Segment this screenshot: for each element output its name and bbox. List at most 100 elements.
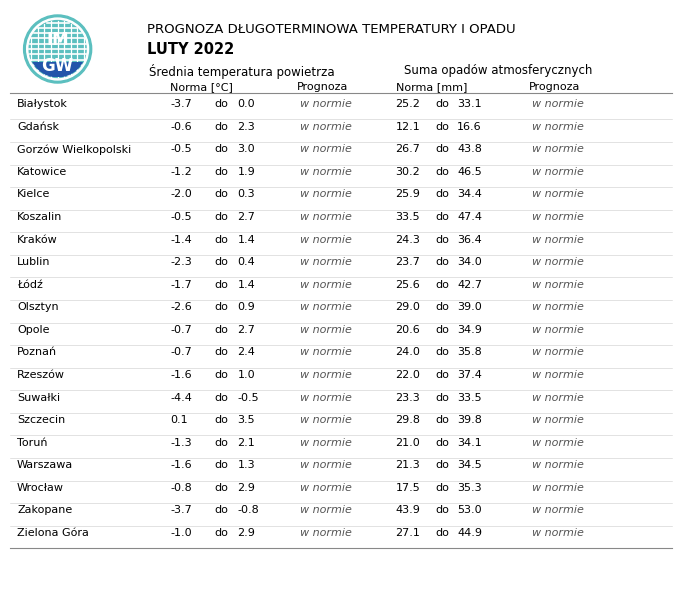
Text: do: do [435,483,449,493]
Text: w normie: w normie [532,347,584,358]
Text: w normie: w normie [300,438,352,448]
Text: 21.3: 21.3 [396,460,420,470]
Text: Norma [mm]: Norma [mm] [396,82,467,92]
Text: do: do [435,347,449,358]
Text: do: do [215,347,228,358]
Text: -1.0: -1.0 [170,528,192,538]
Text: do: do [435,280,449,290]
Bar [29,62,86,77]
Text: w normie: w normie [532,189,584,200]
Text: Gdańsk: Gdańsk [17,122,59,132]
Text: w normie: w normie [532,235,584,245]
Text: do: do [215,393,228,403]
Text: 34.9: 34.9 [457,325,481,335]
Text: 42.7: 42.7 [457,280,482,290]
Text: 24.0: 24.0 [396,347,420,358]
Text: w normie: w normie [300,393,352,403]
Text: do: do [435,99,449,109]
Text: w normie: w normie [300,212,352,222]
Text: 0.1: 0.1 [170,415,188,425]
Text: do: do [435,122,449,132]
Text: -3.7: -3.7 [170,99,192,109]
Text: Zakopane: Zakopane [17,505,72,516]
Text: 2.9: 2.9 [237,483,255,493]
Text: 29.8: 29.8 [396,415,421,425]
Text: w normie: w normie [300,415,352,425]
Text: w normie: w normie [532,144,584,154]
Text: 0.0: 0.0 [237,99,255,109]
Text: Lublin: Lublin [17,257,50,267]
Text: -3.7: -3.7 [170,505,192,516]
Text: 43.9: 43.9 [396,505,420,516]
Text: do: do [215,280,228,290]
Text: w normie: w normie [532,438,584,448]
Text: do: do [435,460,449,470]
Text: 2.3: 2.3 [237,122,255,132]
Text: do: do [215,325,228,335]
Text: w normie: w normie [532,212,584,222]
Text: 27.1: 27.1 [396,528,420,538]
Text: 44.9: 44.9 [457,528,482,538]
Text: -4.4: -4.4 [170,393,192,403]
Text: -0.8: -0.8 [170,483,192,493]
Text: -0.8: -0.8 [237,505,259,516]
Text: do: do [215,167,228,177]
Text: do: do [215,528,228,538]
Text: 23.3: 23.3 [396,393,420,403]
Text: do: do [435,167,449,177]
Text: 39.0: 39.0 [457,302,481,312]
Text: do: do [435,325,449,335]
Text: do: do [215,460,228,470]
Text: w normie: w normie [532,167,584,177]
Text: 1.9: 1.9 [237,167,255,177]
Text: 0.4: 0.4 [237,257,255,267]
Text: w normie: w normie [300,528,352,538]
Text: Toruń: Toruń [17,438,48,448]
Text: 12.1: 12.1 [396,122,420,132]
Text: 35.3: 35.3 [457,483,481,493]
Text: 34.1: 34.1 [457,438,481,448]
Text: -1.2: -1.2 [170,167,192,177]
Text: w normie: w normie [532,505,584,516]
Text: 26.7: 26.7 [396,144,420,154]
Text: do: do [215,122,228,132]
Text: 2.7: 2.7 [237,325,255,335]
Text: w normie: w normie [532,483,584,493]
Text: -1.3: -1.3 [170,438,192,448]
Text: 33.5: 33.5 [457,393,481,403]
Text: Suma opadów atmosferycznych: Suma opadów atmosferycznych [404,64,592,77]
Text: -2.3: -2.3 [170,257,192,267]
Text: w normie: w normie [300,280,352,290]
Text: do: do [435,393,449,403]
Text: w normie: w normie [300,122,352,132]
Text: Opole: Opole [17,325,50,335]
Text: 0.9: 0.9 [237,302,255,312]
Text: do: do [435,505,449,516]
Text: w normie: w normie [532,257,584,267]
Text: 46.5: 46.5 [457,167,481,177]
Text: 2.7: 2.7 [237,212,255,222]
Text: do: do [435,415,449,425]
Text: -1.6: -1.6 [170,460,192,470]
Text: Gorzów Wielkopolski: Gorzów Wielkopolski [17,144,132,155]
Text: 1.4: 1.4 [237,235,255,245]
Text: w normie: w normie [300,370,352,380]
Text: do: do [435,257,449,267]
Text: w normie: w normie [300,144,352,154]
Text: Katowice: Katowice [17,167,68,177]
Text: Prognoza: Prognoza [297,82,348,92]
Text: 16.6: 16.6 [457,122,481,132]
Text: -1.7: -1.7 [170,280,192,290]
Circle shape [24,15,91,83]
Text: 2.1: 2.1 [237,438,255,448]
Text: 30.2: 30.2 [396,167,420,177]
Text: 34.0: 34.0 [457,257,481,267]
Text: w normie: w normie [300,167,352,177]
Text: IM: IM [46,31,69,49]
Text: w normie: w normie [532,460,584,470]
Text: 53.0: 53.0 [457,505,481,516]
Text: -1.4: -1.4 [170,235,192,245]
Text: w normie: w normie [300,505,352,516]
Text: 29.0: 29.0 [396,302,420,312]
Text: 47.4: 47.4 [457,212,482,222]
